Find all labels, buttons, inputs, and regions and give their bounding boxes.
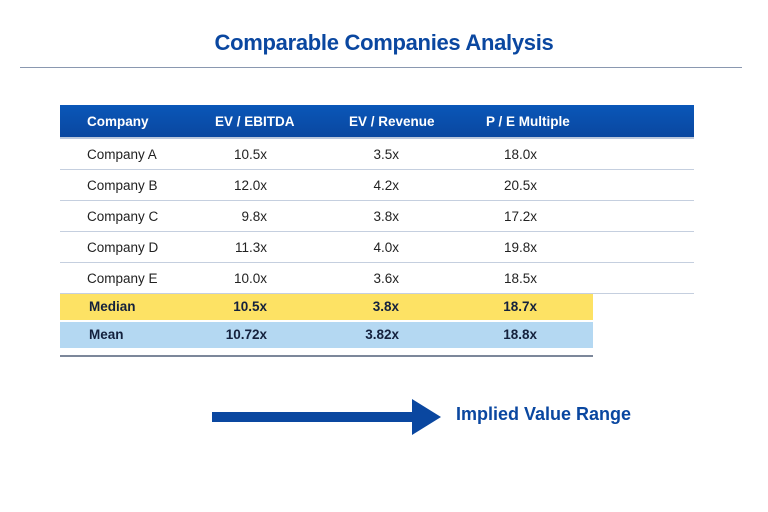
page-title: Comparable Companies Analysis — [214, 30, 554, 55]
multiple-value: 10.5x — [233, 147, 267, 162]
multiple-value: 11.3x — [234, 240, 267, 255]
company-name: Company B — [87, 178, 158, 193]
multiple-value: 4.2x — [373, 178, 399, 193]
multiple-value: 18.5x — [503, 271, 537, 286]
right-arrow-icon — [212, 399, 441, 435]
multiple-value: 17.2x — [503, 209, 537, 224]
multiple-value: 20.5x — [503, 178, 537, 193]
table-row: Company A 10.5x 3.5x 18.0x — [60, 139, 694, 170]
mean-label: Mean — [89, 327, 124, 342]
median-ev-revenue: 3.8x — [372, 299, 399, 314]
mean-row: Mean 10.72x 3.82x 18.8x — [60, 322, 593, 348]
table-bottom-rule — [60, 355, 593, 357]
table-row: Company E 10.0x 3.6x 18.5x — [60, 263, 694, 294]
multiple-value: 12.0x — [233, 178, 267, 193]
company-name: Company D — [87, 240, 159, 255]
multiple-value: 4.0x — [373, 240, 399, 255]
mean-ev-ebitda: 10.72x — [225, 327, 267, 342]
multiple-value: 18.0x — [503, 147, 537, 162]
multiple-value: 3.5x — [373, 147, 399, 162]
table-row: Company D 11.3x 4.0x 19.8x — [60, 232, 694, 263]
multiple-value: 10.0x — [233, 271, 267, 286]
company-name: Company C — [87, 209, 159, 224]
median-label: Median — [89, 299, 136, 314]
header-pe: P / E Multiple — [486, 114, 570, 129]
median-ev-ebitda: 10.5x — [233, 299, 267, 314]
multiple-value: 3.8x — [373, 209, 399, 224]
multiple-value: 3.6x — [373, 271, 399, 286]
multiple-value: 9.8x — [241, 209, 267, 224]
median-row: Median 10.5x 3.8x 18.7x — [60, 294, 593, 320]
company-name: Company E — [87, 271, 158, 286]
mean-pe: 18.8x — [503, 327, 537, 342]
median-pe: 18.7x — [503, 299, 537, 314]
table-row: Company B 12.0x 4.2x 20.5x — [60, 170, 694, 201]
multiple-value: 19.8x — [503, 240, 537, 255]
header-ev-ebitda: EV / EBITDA — [215, 114, 295, 129]
header-ev-revenue: EV / Revenue — [349, 114, 435, 129]
mean-ev-revenue: 3.82x — [365, 327, 399, 342]
company-name: Company A — [87, 147, 157, 162]
table-row: Company C 9.8x 3.8x 17.2x — [60, 201, 694, 232]
implied-value-range-label: Implied Value Range — [456, 404, 632, 424]
table-header: Company EV / EBITDA EV / Revenue P / E M… — [60, 105, 694, 139]
title-divider — [20, 67, 742, 68]
header-company: Company — [87, 114, 149, 129]
